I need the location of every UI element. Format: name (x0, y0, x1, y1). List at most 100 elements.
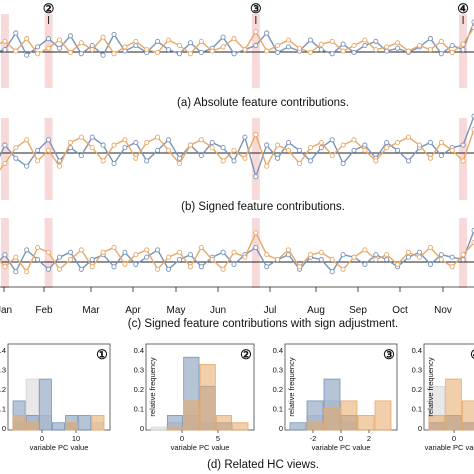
data-point (242, 155, 248, 161)
data-point (187, 40, 193, 46)
y-axis-label: relative frequency (426, 357, 435, 416)
data-point (427, 47, 433, 53)
data-point (384, 257, 390, 263)
data-point (13, 48, 19, 54)
data-point (340, 48, 346, 54)
histogram-bar (91, 415, 105, 431)
data-point (285, 44, 292, 50)
data-point (56, 266, 63, 272)
y-tick-label: 0.1 (134, 405, 144, 414)
y-tick-label: 0.4 (412, 346, 422, 355)
y-tick-label: 0 (140, 424, 144, 433)
y-tick-label: 0 (279, 424, 283, 433)
data-point (340, 160, 346, 167)
data-point (384, 139, 390, 146)
data-point (351, 137, 357, 143)
y-tick-label: 0.2 (0, 385, 6, 394)
data-point (198, 153, 204, 159)
data-point (416, 142, 423, 148)
data-point (231, 261, 237, 267)
month-label: Jun (210, 305, 226, 316)
data-point (13, 155, 19, 161)
data-point (296, 160, 303, 167)
y-tick-label: 0 (2, 424, 6, 433)
data-point (2, 160, 8, 167)
histogram-bar (52, 422, 65, 431)
data-point (67, 257, 73, 263)
data-point (231, 147, 237, 153)
month-label: Sep (349, 305, 367, 316)
histogram-bar (150, 426, 167, 431)
data-point (460, 252, 466, 258)
data-point (133, 42, 139, 49)
data-point (449, 264, 455, 270)
month-label: Jan (0, 305, 12, 316)
data-point (220, 145, 226, 151)
data-point (275, 49, 281, 56)
x-tick-label: 10 (72, 434, 80, 443)
x-tick-label: 0 (40, 434, 44, 443)
data-point (67, 33, 73, 39)
histogram-bar (65, 422, 79, 431)
data-point (438, 139, 444, 146)
data-point (35, 158, 41, 164)
histogram-bar (461, 400, 474, 431)
data-point (187, 142, 193, 148)
data-point (24, 52, 30, 58)
data-point (111, 31, 117, 38)
data-point (351, 42, 357, 49)
data-point (285, 147, 292, 153)
data-point (176, 249, 183, 255)
data-point (340, 142, 346, 148)
data-point (122, 44, 128, 50)
data-point (144, 139, 150, 146)
data-point (220, 158, 226, 164)
data-point (13, 145, 19, 151)
month-label: Apr (125, 305, 141, 316)
histogram-bar (25, 422, 39, 431)
data-point (438, 153, 444, 159)
data-point (405, 158, 412, 164)
data-point (56, 45, 63, 51)
data-point (220, 249, 226, 255)
event-marker-label: ③ (250, 1, 262, 16)
data-point (416, 254, 423, 260)
line-panel: (c) Signed feature contributions with si… (0, 218, 474, 330)
data-point (307, 37, 313, 43)
data-point (231, 158, 237, 164)
y-tick-label: 0.2 (412, 385, 422, 394)
data-point (285, 37, 292, 43)
data-point (13, 269, 19, 275)
data-point (384, 48, 390, 54)
data-point (460, 41, 466, 47)
month-label: Mar (82, 305, 100, 316)
data-point (449, 254, 455, 260)
event-marker-label: ④ (457, 1, 469, 16)
x-axis-label: variable PC value (30, 443, 89, 452)
data-point (2, 47, 8, 53)
data-point (460, 158, 466, 164)
data-point (307, 252, 313, 258)
data-point (460, 257, 466, 263)
data-point (362, 247, 368, 253)
data-point (253, 132, 259, 138)
data-point (395, 139, 401, 146)
data-point (67, 249, 73, 255)
panel-caption: (b) Signed feature contributions. (181, 201, 345, 213)
data-point (144, 158, 150, 164)
data-point (253, 42, 259, 49)
data-point (78, 40, 84, 46)
data-point (220, 34, 226, 40)
x-tick-label: -2 (310, 434, 317, 443)
y-tick-label: 0 (418, 424, 422, 433)
data-point (285, 139, 292, 146)
data-point (144, 254, 150, 260)
data-point (198, 38, 204, 44)
data-point (318, 139, 324, 146)
data-point (122, 48, 128, 54)
data-point (275, 155, 281, 161)
data-point (264, 48, 270, 54)
